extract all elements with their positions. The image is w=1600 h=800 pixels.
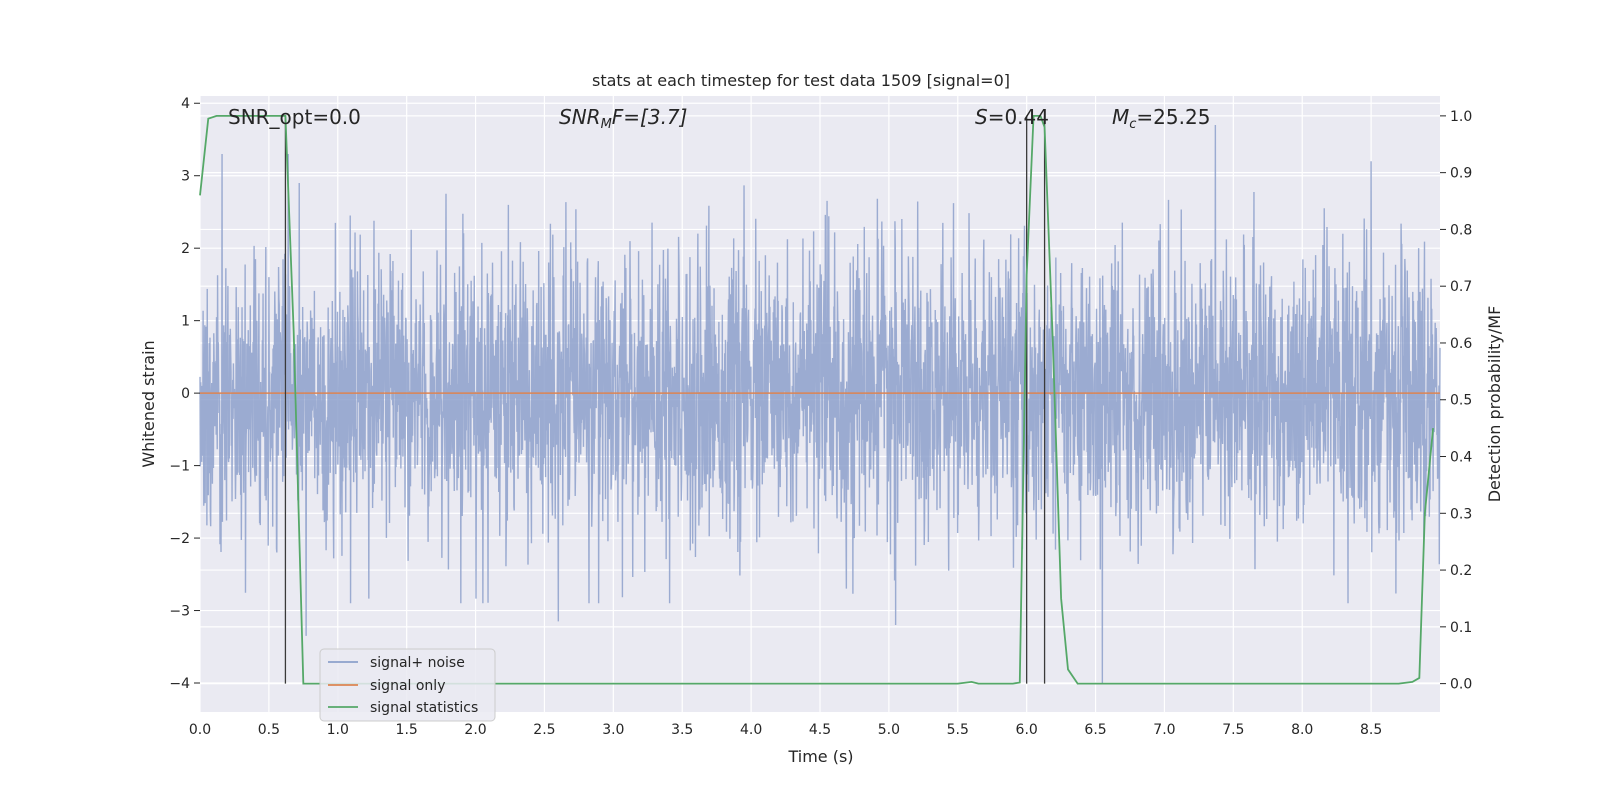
- y-right-tick-label: 0.2: [1450, 563, 1472, 579]
- x-tick-label: 2.0: [464, 722, 486, 738]
- annotation-snr-mf-sub: M: [601, 117, 612, 132]
- annotation-snr-mf-rest: F=[3.7]: [612, 105, 688, 129]
- annotation-mc-rest: =25.25: [1136, 105, 1210, 129]
- x-tick-label: 0.0: [189, 722, 211, 738]
- y-right-tick-label: 0.6: [1450, 336, 1472, 352]
- x-tick-label: 5.0: [878, 722, 900, 738]
- x-tick-label: 4.5: [809, 722, 831, 738]
- x-tick-label: 7.0: [1153, 722, 1175, 738]
- x-tick-label: 6.5: [1084, 722, 1106, 738]
- series-signal-noise: [199, 124, 1441, 684]
- y-left-tick-label: 1: [181, 314, 190, 330]
- y-left-tick-label: 3: [181, 169, 190, 185]
- x-tick-label: 3.5: [671, 722, 693, 738]
- y-left-tick-label: −1: [169, 459, 190, 475]
- y-left-tick-label: 2: [181, 241, 190, 257]
- x-tick-label: 4.0: [740, 722, 762, 738]
- legend-box: [319, 648, 496, 722]
- y-right-tick-label: 0.3: [1450, 506, 1472, 522]
- y-right-tick-label: 0.4: [1450, 450, 1472, 466]
- x-tick-label: 7.5: [1222, 722, 1244, 738]
- y-left-tick-label: −2: [169, 531, 190, 547]
- x-axis-label: Time (s): [787, 747, 853, 766]
- x-tick-label: 5.5: [947, 722, 969, 738]
- y-axis-right-ticks: 1.0 0.9 0.8 0.7 0.6 0.5 0.4 0.3 0.2 0.1 0.0: [1440, 109, 1472, 693]
- annotation-mc-sub: c: [1129, 117, 1136, 132]
- y-left-tick-label: 4: [181, 96, 190, 112]
- legend-label-signal-only: signal only: [370, 678, 445, 694]
- annotation-s: S=0.44: [975, 105, 1049, 129]
- series-signal-statistics: [199, 114, 1435, 685]
- annotation-mc-var: M: [1112, 105, 1129, 129]
- annotation-snr-mf: SNRMF=[3.7]: [559, 105, 687, 132]
- series-line-signal-noise: [199, 124, 1441, 684]
- annotation-mc: Mc=25.25: [1112, 105, 1210, 132]
- annotation-snr-opt: SNR_opt=0.0: [228, 105, 361, 129]
- y-left-tick-label: −4: [169, 676, 190, 692]
- legend-label-signal-noise: signal+ noise: [370, 655, 465, 671]
- y-right-tick-label: 0.8: [1450, 222, 1472, 238]
- y-axis-right-label: Detection probability/MF: [1485, 306, 1504, 503]
- y-axis-left-label: Whitened strain: [139, 340, 158, 467]
- legend: signal+ noise signal only signal statist…: [319, 648, 496, 722]
- x-axis-ticks: 0.0 0.5 1.0 1.5 2.0 2.5 3.0 3.5 4.0 4.5 5.0 5.5 6.0 6…: [189, 722, 1382, 738]
- y-right-tick-label: 0.1: [1450, 620, 1472, 636]
- x-tick-label: 8.5: [1360, 722, 1382, 738]
- vertical-markers: [284, 115, 1046, 684]
- y-right-tick-label: 0.7: [1450, 279, 1472, 295]
- y-left-tick-label: −3: [169, 604, 190, 620]
- x-tick-label: 2.5: [533, 722, 555, 738]
- annotation-s-rest: =0.44: [988, 105, 1049, 129]
- y-right-tick-label: 0.9: [1450, 166, 1472, 182]
- annotation-snr-mf-main: SNR: [559, 105, 601, 129]
- series-line-signal-statistics: [199, 114, 1435, 685]
- x-tick-label: 6.0: [1016, 722, 1038, 738]
- y-right-tick-label: 0.0: [1450, 677, 1472, 693]
- chart-title: stats at each timestep for test data 150…: [592, 71, 1010, 90]
- x-tick-label: 3.0: [602, 722, 624, 738]
- x-tick-label: 1.5: [396, 722, 418, 738]
- legend-label-signal-statistics: signal statistics: [370, 700, 478, 716]
- annotation-s-var: S: [975, 105, 988, 129]
- x-tick-label: 8.0: [1291, 722, 1313, 738]
- x-tick-label: 1.0: [327, 722, 349, 738]
- y-right-tick-label: 1.0: [1450, 109, 1472, 125]
- x-tick-label: 0.5: [258, 722, 280, 738]
- y-right-tick-label: 0.5: [1450, 393, 1472, 409]
- y-axis-left-ticks: 4 3 2 1 0 −1 −2 −3 −4: [169, 96, 200, 692]
- y-left-tick-label: 0: [181, 386, 190, 402]
